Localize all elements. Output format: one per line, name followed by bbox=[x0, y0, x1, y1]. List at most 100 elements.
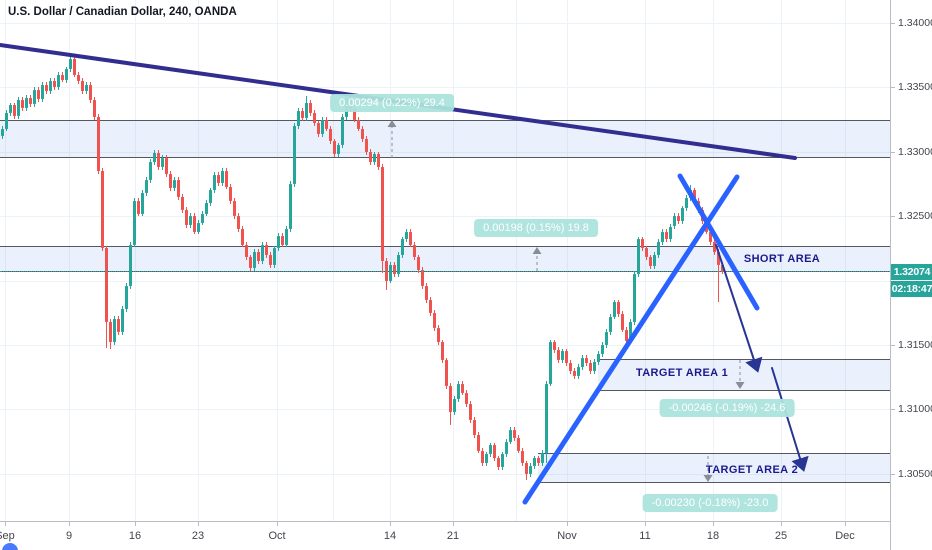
price-axis[interactable]: 1.32074 02:18:47 1.34000 1.33500 1.33000 1.… bbox=[890, 0, 932, 550]
price-tick bbox=[891, 87, 895, 88]
candle bbox=[201, 213, 204, 223]
price-axis-label: 1.31000 bbox=[898, 403, 932, 415]
candle bbox=[689, 190, 692, 199]
candle bbox=[709, 231, 712, 242]
candle bbox=[393, 265, 396, 275]
candle bbox=[265, 244, 268, 255]
candle bbox=[549, 342, 552, 384]
time-axis[interactable]: Sep 9 16 23 Oct 14 21 Nov 11 18 25 Dec bbox=[0, 521, 890, 550]
candle bbox=[241, 229, 244, 245]
candle bbox=[53, 80, 56, 88]
time-axis-label: 14 bbox=[383, 530, 397, 542]
candle bbox=[605, 332, 608, 345]
price-tick bbox=[891, 345, 895, 346]
candle bbox=[9, 105, 12, 114]
price-range-label[interactable]: 0.00294 (0.22%) 29.4 bbox=[330, 94, 454, 112]
candle bbox=[641, 239, 644, 249]
tradingview-logo-icon[interactable] bbox=[2, 543, 18, 550]
price-range-label[interactable]: -0.00246 (-0.19%) -24.6 bbox=[659, 399, 795, 417]
candle bbox=[509, 430, 512, 442]
candle bbox=[525, 463, 528, 474]
h-gridline bbox=[0, 474, 890, 475]
candle bbox=[381, 167, 384, 262]
price-tick bbox=[891, 216, 895, 217]
candle bbox=[65, 69, 68, 80]
candle bbox=[589, 363, 592, 371]
zone-target-area-1-label: TARGET AREA 1 bbox=[635, 367, 729, 379]
candle bbox=[465, 392, 468, 405]
v-gridline bbox=[390, 0, 391, 521]
candle bbox=[533, 458, 536, 467]
h-gridline bbox=[0, 345, 890, 346]
candle bbox=[221, 171, 224, 183]
candle bbox=[205, 203, 208, 214]
time-tick bbox=[781, 522, 782, 526]
candle bbox=[45, 84, 48, 92]
candle bbox=[105, 248, 108, 322]
candle bbox=[461, 383, 464, 393]
candle bbox=[585, 357, 588, 364]
candle bbox=[361, 128, 364, 139]
candle bbox=[297, 110, 300, 127]
price-axis-label: 1.30500 bbox=[898, 468, 932, 480]
candle bbox=[61, 74, 64, 80]
v-gridline bbox=[453, 0, 454, 521]
candle bbox=[157, 153, 160, 168]
candle bbox=[305, 102, 308, 119]
candle bbox=[609, 316, 612, 333]
time-tick bbox=[567, 522, 568, 526]
candle bbox=[633, 274, 636, 322]
zone-resistance[interactable] bbox=[0, 120, 890, 158]
candle bbox=[181, 196, 184, 210]
candle bbox=[573, 370, 576, 376]
time-tick bbox=[645, 522, 646, 526]
candle bbox=[717, 252, 720, 266]
symbol-title[interactable]: U.S. Dollar / Canadian Dollar, 240, OAND… bbox=[8, 6, 237, 18]
price-range-label[interactable]: 0.00198 (0.15%) 19.8 bbox=[474, 219, 598, 237]
h-gridline bbox=[0, 216, 890, 217]
candle bbox=[473, 419, 476, 436]
candle bbox=[421, 270, 424, 286]
time-tick bbox=[713, 522, 714, 526]
candle bbox=[333, 141, 336, 155]
candle bbox=[101, 171, 104, 249]
candle bbox=[249, 257, 252, 268]
time-axis-label: Nov bbox=[557, 530, 577, 542]
candle bbox=[161, 158, 164, 168]
v-gridline bbox=[333, 0, 334, 521]
candle bbox=[685, 198, 688, 209]
candle bbox=[261, 244, 264, 262]
candle bbox=[81, 80, 84, 92]
candle bbox=[593, 361, 596, 371]
time-axis-label: 21 bbox=[446, 530, 460, 542]
candle bbox=[581, 357, 584, 367]
price-range-label[interactable]: -0.00230 (-0.18%) -23.0 bbox=[642, 494, 778, 512]
candle bbox=[437, 328, 440, 343]
candle bbox=[377, 154, 380, 168]
candle bbox=[545, 383, 548, 454]
chart-canvas[interactable]: SHORT AREA TARGET AREA 1 TARGET AREA 2 0.00… bbox=[0, 0, 890, 521]
time-axis-label: 11 bbox=[639, 530, 651, 542]
candle bbox=[357, 119, 360, 129]
candle bbox=[113, 319, 116, 343]
time-tick bbox=[277, 522, 278, 526]
h-gridline bbox=[0, 409, 890, 410]
candle bbox=[177, 180, 180, 197]
h-gridline bbox=[0, 281, 890, 282]
time-axis-label: Sep bbox=[0, 530, 15, 542]
candle bbox=[313, 113, 316, 124]
candle bbox=[77, 74, 80, 81]
time-tick bbox=[135, 522, 136, 526]
candle bbox=[185, 209, 188, 226]
candle bbox=[121, 308, 124, 333]
candle bbox=[497, 458, 500, 468]
zone-target-area-2-label: TARGET AREA 2 bbox=[705, 464, 799, 476]
candle bbox=[413, 244, 416, 258]
price-axis-label: 1.33500 bbox=[898, 81, 932, 93]
candle bbox=[625, 329, 628, 342]
candle bbox=[173, 180, 176, 188]
candle bbox=[237, 216, 240, 230]
candle bbox=[389, 265, 392, 281]
time-axis-label: 25 bbox=[774, 530, 788, 542]
candle bbox=[657, 241, 660, 255]
